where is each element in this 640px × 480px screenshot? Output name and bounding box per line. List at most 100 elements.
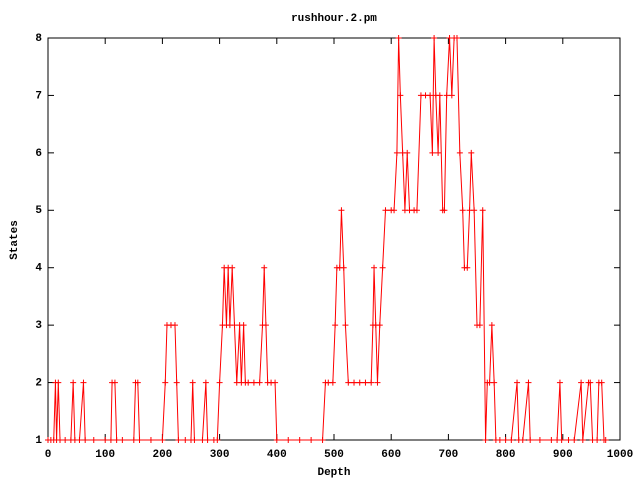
data-point [342,322,349,329]
data-point [102,437,109,443]
data-point [351,379,358,386]
data-point [57,437,64,443]
data-point [548,437,555,443]
data-point [182,437,189,443]
data-point [476,322,483,329]
data-point [162,379,169,386]
data-point [134,379,141,386]
x-tick-label: 100 [95,449,115,461]
data-point [435,149,442,156]
data-point [393,149,400,156]
data-point [147,437,154,443]
data-point [456,149,463,156]
data-point [598,379,605,386]
data-point [173,379,180,386]
data-point [536,437,543,443]
data-point [382,207,389,214]
data-point [229,264,236,271]
data-point [527,437,534,443]
data-point [340,264,347,271]
data-point [332,322,339,329]
x-axis-label: Depth [317,467,350,479]
data-point [245,379,252,386]
data-point [82,437,89,443]
data-point [519,437,526,443]
data-point [362,379,369,386]
data-point [261,264,268,271]
data-point [90,437,97,443]
x-tick-label: 500 [324,449,344,461]
data-point [216,379,223,386]
data-point [376,322,383,329]
data-point [250,379,257,386]
data-point [496,437,503,443]
y-tick-label: 1 [35,435,42,447]
data-point [464,264,471,271]
data-point [55,379,62,386]
data-point [308,437,315,443]
data-point [471,207,478,214]
data-point [502,437,509,443]
data-point [111,379,118,386]
data-point [113,437,120,443]
data-point [436,92,443,99]
data-point [231,322,238,329]
x-tick-label: 300 [210,449,230,461]
chart-title: rushhour.2.pm [291,13,377,25]
data-point [70,379,77,386]
data-point [202,379,209,386]
data-point [391,207,398,214]
data-point [374,379,381,386]
data-point [441,207,448,214]
data-point [602,437,609,443]
data-point [404,149,411,156]
data-point [525,379,532,386]
data-point [453,35,460,41]
data-point [262,322,269,329]
y-axis-label: States [9,220,21,260]
x-tick-label: 800 [496,449,516,461]
data-point [136,437,143,443]
data-point [272,379,279,386]
data-point [571,437,578,443]
data-point [199,437,206,443]
data-point [556,379,563,386]
data-point [171,322,178,329]
y-tick-label: 7 [35,90,42,102]
data-point [579,437,586,443]
data-point [273,437,280,443]
data-point [565,437,572,443]
data-point [427,92,434,99]
data-point [488,322,495,329]
data-point [119,437,126,443]
data-point [80,379,87,386]
data-point [431,35,438,41]
y-tick-label: 5 [35,205,42,217]
data-point [191,437,198,443]
data-point [285,437,292,443]
data-point [587,379,594,386]
data-point [329,379,336,386]
y-tick-label: 3 [35,320,42,332]
data-point [159,437,166,443]
data-point [468,149,475,156]
y-tick-label: 2 [35,377,42,389]
data-point [368,379,375,386]
data-point [429,149,436,156]
data-point [356,379,363,386]
x-tick-label: 200 [152,449,172,461]
data-point [558,437,565,443]
data-point [482,437,489,443]
data-point [459,207,466,214]
data-point [175,437,182,443]
data-point [338,207,345,214]
data-point [413,207,420,214]
y-tick-label: 4 [35,263,42,275]
data-point [578,379,585,386]
data-point [514,379,521,386]
x-tick-label: 1000 [607,449,633,461]
data-point [130,437,137,443]
x-tick-label: 600 [381,449,401,461]
